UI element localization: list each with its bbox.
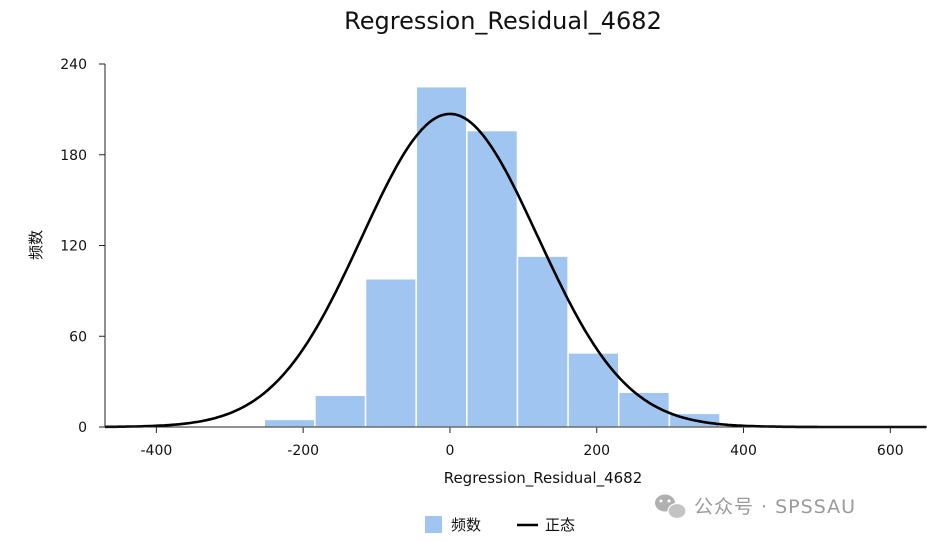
x-tick-label: -200 [287, 443, 319, 459]
histogram-bar [415, 85, 468, 428]
x-axis-ticks: -400 -200 0 200 400 600 [140, 427, 904, 459]
x-tick-label: 400 [730, 443, 757, 459]
x-axis-label: Regression_Residual_4682 [444, 469, 643, 488]
wechat-icon [655, 494, 687, 520]
y-axis-label: 频数 [27, 230, 45, 260]
x-tick-label: 0 [445, 443, 454, 459]
x-tick-label: 200 [583, 443, 610, 459]
y-tick-label: 0 [78, 420, 87, 436]
histogram-bar [466, 129, 519, 428]
legend: 频数 正态 [425, 516, 575, 534]
histogram-bars [263, 85, 823, 428]
y-tick-label: 120 [60, 239, 87, 255]
y-tick-label: 60 [69, 329, 87, 345]
watermark: 公众号 · SPSSAU [655, 494, 856, 520]
legend-swatch-bars [425, 516, 442, 533]
legend-label-line: 正态 [545, 516, 575, 534]
chart-title: Regression_Residual_4682 [344, 7, 662, 35]
x-tick-label: -400 [140, 443, 172, 459]
histogram-bar [364, 278, 417, 428]
histogram-bar [263, 418, 316, 428]
y-axis-ticks: 0 60 120 180 240 [60, 57, 105, 436]
legend-label-bars: 频数 [451, 516, 481, 534]
watermark-text: 公众号 · SPSSAU [694, 496, 856, 518]
histogram-bar [567, 352, 620, 428]
histogram-bar [314, 394, 367, 428]
x-tick-label: 600 [877, 443, 904, 459]
y-tick-label: 180 [60, 148, 87, 164]
y-tick-label: 240 [60, 57, 87, 73]
